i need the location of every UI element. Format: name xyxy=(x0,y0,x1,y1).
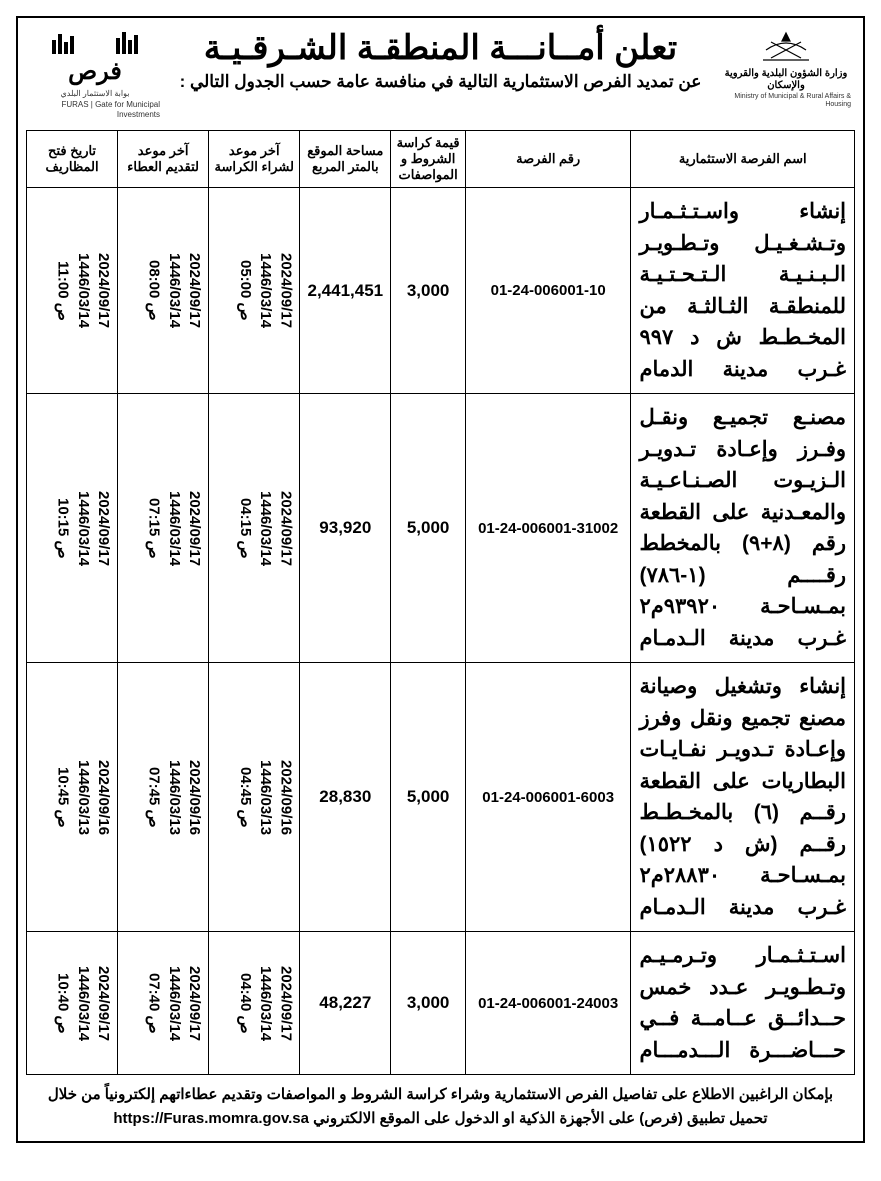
cell-date: 2024/09/17 1446/03/14 ص 08:00 xyxy=(118,188,209,394)
opportunities-table: اسم الفرصة الاستثمارية رقم الفرصة قيمة ك… xyxy=(26,130,855,1076)
cell-date: 2024/09/17 1446/03/14 ص 05:00 xyxy=(209,188,300,394)
cell-ref: 01-24-006001-10 xyxy=(465,188,631,394)
furas-word: فرص xyxy=(68,58,122,87)
cell-date: 2024/09/17 1446/03/14 ص 10:40 xyxy=(27,932,118,1075)
cell-price: 3,000 xyxy=(391,188,466,394)
vertical-date: 2024/09/16 1446/03/13 ص 07:45 xyxy=(143,750,204,845)
cell-opportunity-name: إنشاء وتشغيل وصيانة مصنع تجميع ونقل وفرز… xyxy=(631,663,855,932)
cell-date: 2024/09/17 1446/03/14 ص 07:15 xyxy=(118,394,209,663)
table-row: مصنـع تجميـع ونقـل وفـرز وإعـادة تـدويـر… xyxy=(27,394,855,663)
ministry-name: وزارة الشؤون البلدية والقروية والإسكان xyxy=(721,68,851,92)
vertical-date: 2024/09/17 1446/03/14 ص 04:40 xyxy=(235,956,296,1051)
footer-line2-text: تحميل تطبيق (فرص) على الأجهزة الذكية او … xyxy=(313,1110,767,1127)
vertical-date: 2024/09/17 1446/03/14 ص 10:40 xyxy=(52,956,113,1051)
furas-sub: بوابة الاستثمار البلدي xyxy=(61,89,130,99)
furas-sub-en: FURAS | Gate for Municipal Investments xyxy=(30,100,160,119)
vertical-date: 2024/09/17 1446/03/14 ص 11:00 xyxy=(52,243,113,338)
table-row: اسـتـثـمـار وتـرمـيـم وتـطـويـر عـدد خمس… xyxy=(27,932,855,1075)
vertical-date: 2024/09/17 1446/03/14 ص 07:40 xyxy=(143,956,204,1051)
title-block: تعلن أمــانـــة المنطقـة الشـرقـيـة عن ت… xyxy=(168,30,713,93)
cell-opportunity-name: اسـتـثـمـار وتـرمـيـم وتـطـويـر عـدد خمس… xyxy=(631,932,855,1075)
cell-price: 5,000 xyxy=(391,663,466,932)
cell-date: 2024/09/17 1446/03/14 ص 07:40 xyxy=(118,932,209,1075)
vertical-date: 2024/09/17 1446/03/14 ص 08:00 xyxy=(143,243,204,338)
cell-date: 2024/09/16 1446/03/13 ص 04:45 xyxy=(209,663,300,932)
col-buy: آخر موعد لشراء الكراسة xyxy=(209,130,300,188)
cell-ref: 01-24-006001-31002 xyxy=(465,394,631,663)
cell-area: 28,830 xyxy=(300,663,391,932)
vertical-date: 2024/09/17 1446/03/14 ص 04:15 xyxy=(235,481,296,576)
footer-line2: تحميل تطبيق (فرص) على الأجهزة الذكية او … xyxy=(26,1107,855,1131)
vertical-date: 2024/09/16 1446/03/13 ص 10:45 xyxy=(52,750,113,845)
cell-date: 2024/09/16 1446/03/13 ص 10:45 xyxy=(27,663,118,932)
cell-price: 3,000 xyxy=(391,932,466,1075)
emblem-icon xyxy=(751,30,821,66)
cell-date: 2024/09/16 1446/03/13 ص 07:45 xyxy=(118,663,209,932)
cell-ref: 01-24-006001-24003 xyxy=(465,932,631,1075)
sub-title: عن تمديد الفرص الاستثمارية التالية في من… xyxy=(168,71,713,93)
col-ref: رقم الفرصة xyxy=(465,130,631,188)
vertical-date: 2024/09/16 1446/03/13 ص 04:45 xyxy=(235,750,296,845)
cell-date: 2024/09/17 1446/03/14 ص 10:15 xyxy=(27,394,118,663)
cell-opportunity-name: إنشاء واسـتـثـمـار وتـشـغـيـل وتـطـويـر … xyxy=(631,188,855,394)
cell-ref: 01-24-006001-6003 xyxy=(465,663,631,932)
footer-line1: بإمكان الراغبين الاطلاع على تفاصيل الفرص… xyxy=(26,1083,855,1107)
cell-date: 2024/09/17 1446/03/14 ص 04:15 xyxy=(209,394,300,663)
footer-url: https://Furas.momra.gov.sa xyxy=(113,1110,309,1127)
announcement-frame: وزارة الشؤون البلدية والقروية والإسكان M… xyxy=(16,16,865,1143)
main-title: تعلن أمــانـــة المنطقـة الشـرقـيـة xyxy=(168,30,713,67)
col-area: مساحة الموقع بالمتر المربع xyxy=(300,130,391,188)
table-header-row: اسم الفرصة الاستثمارية رقم الفرصة قيمة ك… xyxy=(27,130,855,188)
cell-date: 2024/09/17 1446/03/14 ص 11:00 xyxy=(27,188,118,394)
cell-area: 93,920 xyxy=(300,394,391,663)
col-price: قيمة كراسة الشروط و المواصفات xyxy=(391,130,466,188)
col-name: اسم الفرصة الاستثمارية xyxy=(631,130,855,188)
skyline-icon xyxy=(50,30,140,58)
header: وزارة الشؤون البلدية والقروية والإسكان M… xyxy=(26,26,855,120)
table-row: إنشاء واسـتـثـمـار وتـشـغـيـل وتـطـويـر … xyxy=(27,188,855,394)
cell-date: 2024/09/17 1446/03/14 ص 04:40 xyxy=(209,932,300,1075)
col-bid: آخر موعد لتقديم العطاء xyxy=(118,130,209,188)
footer: بإمكان الراغبين الاطلاع على تفاصيل الفرص… xyxy=(26,1083,855,1131)
col-open: تاريخ فتح المظاريف xyxy=(27,130,118,188)
ministry-sub: Ministry of Municipal & Rural Affairs & … xyxy=(721,93,851,110)
vertical-date: 2024/09/17 1446/03/14 ص 10:15 xyxy=(52,481,113,576)
vertical-date: 2024/09/17 1446/03/14 ص 07:15 xyxy=(143,481,204,576)
furas-logo: فرص بوابة الاستثمار البلدي FURAS | Gate … xyxy=(30,30,160,120)
cell-price: 5,000 xyxy=(391,394,466,663)
ministry-logo: وزارة الشؤون البلدية والقروية والإسكان M… xyxy=(721,30,851,110)
cell-area: 48,227 xyxy=(300,932,391,1075)
cell-area: 2,441,451 xyxy=(300,188,391,394)
cell-opportunity-name: مصنـع تجميـع ونقـل وفـرز وإعـادة تـدويـر… xyxy=(631,394,855,663)
table-row: إنشاء وتشغيل وصيانة مصنع تجميع ونقل وفرز… xyxy=(27,663,855,932)
vertical-date: 2024/09/17 1446/03/14 ص 05:00 xyxy=(235,243,296,338)
